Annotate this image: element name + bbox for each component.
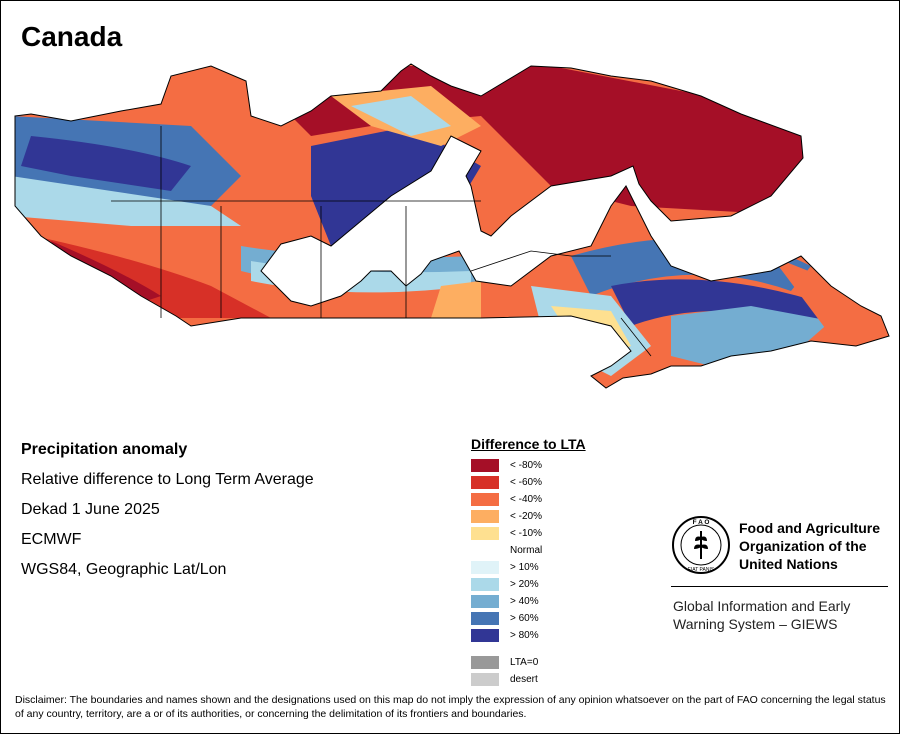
giews-line2: Warning System – GIEWS (673, 616, 838, 632)
legend-swatch (471, 561, 499, 574)
legend-swatch (471, 476, 499, 489)
legend-label: desert (510, 674, 538, 685)
fao-name-line3: United Nations (739, 556, 838, 572)
legend-label: < -80% (510, 460, 542, 471)
legend-swatch (471, 493, 499, 506)
fao-name-line1: Food and Agriculture (739, 520, 881, 536)
giews-line1: Global Information and Early (673, 598, 851, 614)
legend-label: < -40% (510, 494, 542, 505)
legend-swatch (471, 656, 499, 669)
info-period: Dekad 1 June 2025 (21, 501, 160, 518)
legend-item: < -10% (471, 525, 586, 542)
legend-label: > 40% (510, 596, 539, 607)
legend-item: desert (471, 671, 586, 688)
legend-label: < -20% (510, 511, 542, 522)
legend-item: < -20% (471, 508, 586, 525)
legend-items: < -80% < -60% < -40% < -20% < -10% Normal > 10… (471, 457, 586, 644)
legend-item: > 60% (471, 610, 586, 627)
legend-item: > 80% (471, 627, 586, 644)
legend-swatch (471, 595, 499, 608)
legend-label: < -10% (510, 528, 542, 539)
legend-label: LTA=0 (510, 657, 539, 668)
legend-item: LTA=0 (471, 654, 586, 671)
legend-swatch (471, 459, 499, 472)
legend-swatch (471, 527, 499, 540)
info-heading: Precipitation anomaly (21, 441, 188, 458)
info-projection: WGS84, Geographic Lat/Lon (21, 561, 227, 578)
legend-label: > 20% (510, 579, 539, 590)
legend-label: < -60% (510, 477, 542, 488)
giews-name: Global Information and Early Warning Sys… (673, 597, 850, 633)
fao-emblem-motto: FIAT PANIS (688, 567, 715, 573)
legend-swatch (471, 612, 499, 625)
info-source: ECMWF (21, 531, 82, 548)
legend-extra-items: LTA=0 desert (471, 654, 586, 688)
disclaimer: Disclaimer: The boundaries and names sho… (15, 694, 886, 720)
legend-item: < -80% (471, 457, 586, 474)
fao-name-line2: Organization of the (739, 538, 867, 554)
fao-emblem-icon: F A O FIAT PANIS (672, 516, 730, 574)
legend-swatch (471, 544, 499, 557)
legend-label: > 10% (510, 562, 539, 573)
map-info-block: Precipitation anomaly Relative differenc… (21, 441, 314, 591)
legend-item: > 20% (471, 576, 586, 593)
precipitation-anomaly-map (14, 63, 890, 389)
legend: Difference to LTA < -80% < -60% < -40% < -2… (471, 436, 586, 688)
legend-label: > 60% (510, 613, 539, 624)
map-title: Canada (21, 21, 123, 52)
legend-swatch (471, 673, 499, 686)
legend-item: < -40% (471, 491, 586, 508)
legend-swatch (471, 510, 499, 523)
legend-title: Difference to LTA (471, 436, 586, 452)
fao-organization-name: Food and Agriculture Organization of the… (739, 519, 880, 573)
fao-emblem-letters: F A O (693, 519, 710, 526)
legend-item: > 10% (471, 559, 586, 576)
info-subtitle: Relative difference to Long Term Average (21, 471, 314, 488)
legend-item: > 40% (471, 593, 586, 610)
legend-label: Normal (510, 545, 543, 556)
legend-swatch (471, 629, 499, 642)
logo-divider (671, 586, 888, 587)
legend-item: < -60% (471, 474, 586, 491)
legend-swatch (471, 578, 499, 591)
legend-item: Normal (471, 542, 586, 559)
legend-label: > 80% (510, 630, 539, 641)
